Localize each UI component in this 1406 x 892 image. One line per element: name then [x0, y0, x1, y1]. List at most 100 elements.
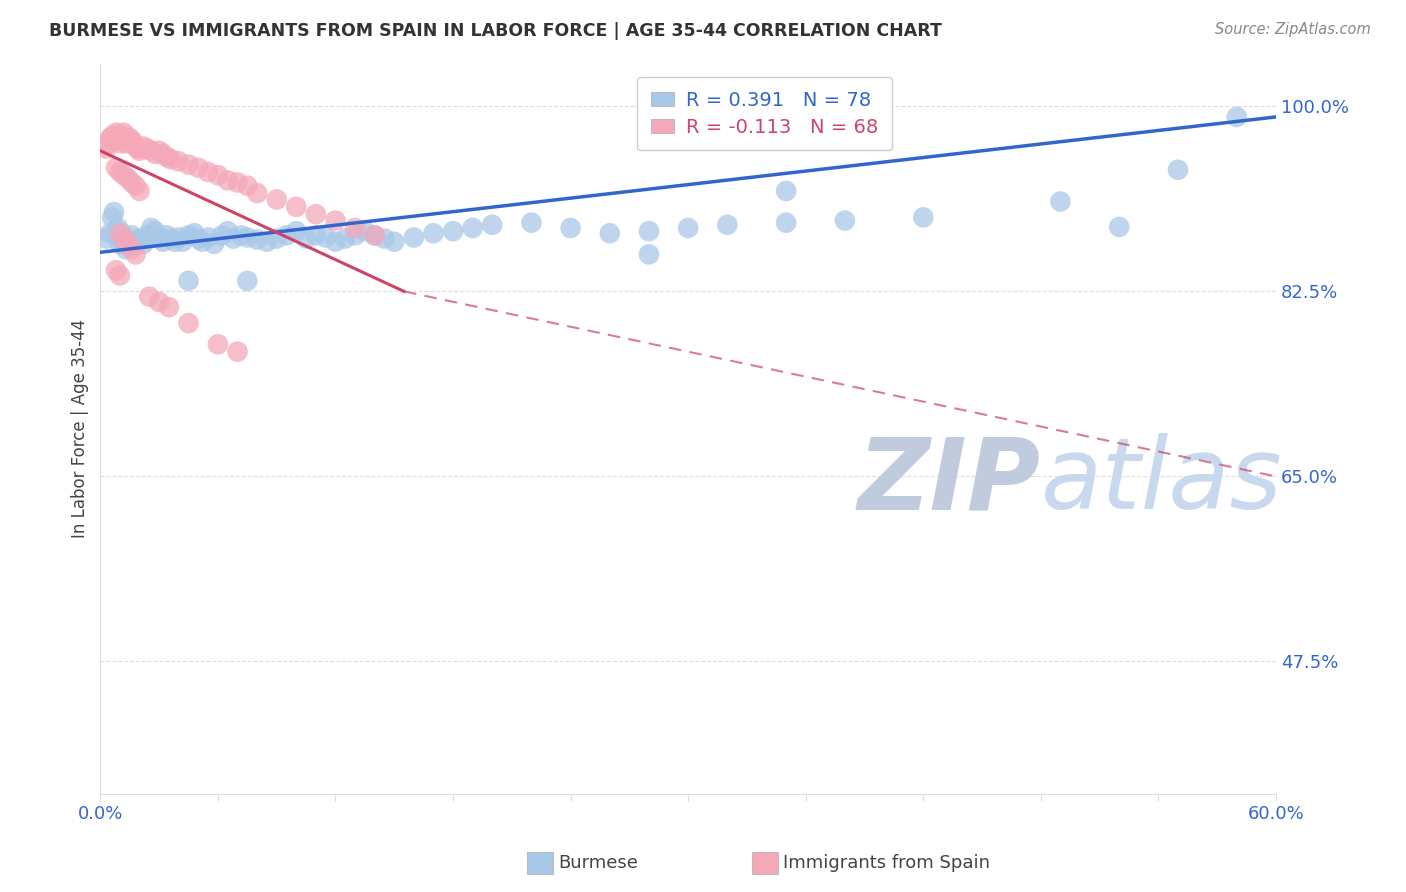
- Point: [207, 168, 229, 182]
- Point: [211, 228, 233, 243]
- Point: [246, 186, 269, 200]
- Point: [217, 173, 239, 187]
- Point: [226, 344, 249, 359]
- Point: [363, 228, 385, 243]
- Legend: R = 0.391   N = 78, R = -0.113   N = 68: R = 0.391 N = 78, R = -0.113 N = 68: [637, 78, 891, 151]
- Point: [103, 131, 125, 145]
- Point: [97, 136, 120, 151]
- Point: [325, 213, 347, 227]
- Point: [105, 161, 128, 175]
- Point: [114, 136, 136, 151]
- Point: [305, 228, 328, 243]
- Point: [128, 144, 150, 158]
- Point: [143, 147, 166, 161]
- Point: [121, 228, 143, 243]
- Point: [202, 236, 225, 251]
- Point: [148, 230, 170, 244]
- Point: [183, 226, 205, 240]
- Point: [136, 228, 159, 243]
- Point: [124, 238, 146, 252]
- Point: [315, 230, 337, 244]
- Point: [344, 228, 367, 243]
- Point: [295, 231, 318, 245]
- Point: [152, 235, 174, 249]
- Point: [716, 218, 738, 232]
- Point: [266, 231, 288, 245]
- Point: [912, 211, 935, 225]
- Point: [112, 128, 135, 143]
- Point: [441, 224, 464, 238]
- Point: [101, 128, 124, 143]
- Point: [246, 233, 269, 247]
- Point: [105, 263, 128, 277]
- Point: [118, 131, 141, 145]
- Point: [157, 300, 180, 314]
- Point: [560, 221, 582, 235]
- Point: [207, 337, 229, 351]
- Point: [112, 236, 135, 251]
- Point: [96, 231, 118, 245]
- Point: [1226, 110, 1249, 124]
- Point: [599, 226, 621, 240]
- Point: [103, 205, 125, 219]
- Point: [191, 235, 214, 249]
- Text: atlas: atlas: [1040, 434, 1282, 530]
- Point: [236, 178, 259, 193]
- Point: [285, 224, 308, 238]
- Point: [285, 200, 308, 214]
- Point: [105, 128, 128, 143]
- Point: [124, 247, 146, 261]
- Point: [1049, 194, 1071, 209]
- Point: [148, 295, 170, 310]
- Point: [335, 231, 357, 245]
- Point: [108, 165, 131, 179]
- Point: [197, 165, 219, 179]
- Point: [122, 234, 145, 248]
- Point: [108, 231, 131, 245]
- Point: [143, 224, 166, 238]
- Point: [834, 213, 856, 227]
- Point: [108, 133, 131, 147]
- Point: [122, 136, 145, 151]
- Point: [98, 131, 121, 145]
- Point: [112, 231, 135, 245]
- Point: [121, 242, 143, 256]
- Text: Immigrants from Spain: Immigrants from Spain: [783, 855, 990, 872]
- Point: [344, 221, 367, 235]
- Point: [187, 231, 209, 245]
- Point: [96, 142, 118, 156]
- Point: [160, 153, 183, 167]
- Point: [117, 133, 139, 147]
- Point: [354, 224, 377, 238]
- Point: [305, 207, 328, 221]
- Point: [128, 184, 150, 198]
- Text: Burmese: Burmese: [558, 855, 638, 872]
- Point: [236, 230, 259, 244]
- Point: [422, 226, 444, 240]
- Point: [108, 236, 131, 251]
- Point: [276, 228, 298, 243]
- Point: [226, 176, 249, 190]
- Point: [124, 139, 146, 153]
- Point: [461, 221, 484, 235]
- Point: [117, 171, 139, 186]
- Point: [222, 231, 245, 245]
- Point: [138, 290, 160, 304]
- Point: [177, 274, 200, 288]
- Point: [177, 316, 200, 330]
- Point: [112, 126, 135, 140]
- Point: [111, 128, 134, 143]
- Point: [325, 235, 347, 249]
- Text: Source: ZipAtlas.com: Source: ZipAtlas.com: [1215, 22, 1371, 37]
- Point: [382, 235, 405, 249]
- Point: [132, 236, 155, 251]
- Point: [481, 218, 503, 232]
- Point: [114, 242, 136, 256]
- Point: [141, 221, 163, 235]
- Point: [98, 226, 121, 240]
- Point: [108, 226, 131, 240]
- Text: ZIP: ZIP: [858, 434, 1040, 530]
- Point: [107, 131, 129, 145]
- Point: [231, 228, 253, 243]
- Point: [136, 142, 159, 156]
